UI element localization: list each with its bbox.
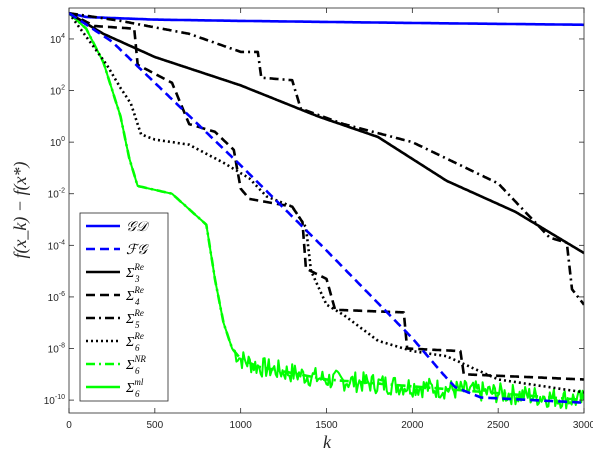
y-tick-exponent: 4 xyxy=(61,33,65,40)
series-line-4 xyxy=(69,11,584,306)
series-line-0 xyxy=(69,11,584,27)
y-tick-base: 10 xyxy=(48,345,60,356)
legend-entry-label: ΣNR 6 xyxy=(125,354,146,376)
legend-entry-symbol: Σ xyxy=(125,289,135,304)
legend-entry-label: ΣRe 3 xyxy=(125,262,144,284)
legend-entry-sub: 4 xyxy=(135,297,140,307)
y-tick-base: 10 xyxy=(48,190,60,201)
y-tick-label: 10-4 xyxy=(48,239,65,252)
legend-entry-symbol: Σ xyxy=(125,335,135,350)
series-line-1 xyxy=(69,12,584,404)
y-tick-exponent: 2 xyxy=(61,85,65,92)
y-axis-label: f(x_k) − f(x*) xyxy=(10,161,31,258)
y-tick-exponent: -2 xyxy=(59,188,65,195)
legend-entry-sup: Re xyxy=(133,285,144,295)
legend-entry-sup: NR xyxy=(133,354,146,364)
y-tick-base: 10 xyxy=(44,396,56,407)
y-tick-exponent: 0 xyxy=(61,136,65,143)
legend-entry-label: 𝒢𝒟 xyxy=(126,220,150,235)
y-tick-label: 10-10 xyxy=(44,394,65,407)
y-tick-label: 10-2 xyxy=(48,188,65,201)
y-tick-exponent: -10 xyxy=(55,394,65,401)
x-tick-label: 2000 xyxy=(401,420,424,431)
y-tick-label: 100 xyxy=(50,136,65,149)
legend-entry-sup: Re xyxy=(133,331,144,341)
legend-entry-label: ΣRe 6 xyxy=(125,331,144,353)
x-tick-label: 2500 xyxy=(487,420,510,431)
legend-entry-sub: 6 xyxy=(135,389,140,399)
y-tick-base: 10 xyxy=(50,87,62,98)
legend-entry-symbol: Σ xyxy=(125,358,135,373)
y-tick-exponent: -6 xyxy=(59,291,65,298)
legend-entry-sup: Re xyxy=(133,262,144,272)
x-tick-label: 1000 xyxy=(230,420,253,431)
x-axis-label: k xyxy=(323,432,332,452)
axis-ticks: 0 500 1000 1500 2000 2500 300010410210010-210-… xyxy=(44,8,593,431)
legend-entry-sub: 3 xyxy=(134,274,140,284)
x-tick-label: 0 xyxy=(66,420,72,431)
y-tick-base: 10 xyxy=(50,35,62,46)
legend-entry-label: ΣRe 5 xyxy=(125,308,144,330)
legend-entry-symbol: ℱ𝒢 xyxy=(126,243,149,258)
legend-entry-sub: 6 xyxy=(135,366,140,376)
legend-entry-sup: ml xyxy=(134,377,143,387)
series-line-7 xyxy=(69,12,584,410)
x-tick-label: 500 xyxy=(146,420,163,431)
y-tick-base: 10 xyxy=(48,241,60,252)
legend-entry-symbol: Σ xyxy=(125,381,135,396)
legend-entry-symbol: Σ xyxy=(125,312,135,327)
series-line-2 xyxy=(69,12,584,255)
y-tick-exponent: -8 xyxy=(59,343,65,350)
y-tick-label: 10-8 xyxy=(48,343,65,356)
y-tick-label: 104 xyxy=(50,33,65,46)
legend-entry-symbol: 𝒢𝒟 xyxy=(126,220,150,235)
legend-entry-sub: 6 xyxy=(135,343,140,353)
legend-entry-sub: 5 xyxy=(135,320,140,330)
x-tick-label: 1500 xyxy=(315,420,338,431)
legend-entry-label: Σml 6 xyxy=(125,377,144,399)
y-tick-exponent: -4 xyxy=(59,239,65,246)
legend-entry-label: ΣRe 4 xyxy=(125,285,144,307)
y-tick-base: 10 xyxy=(48,293,60,304)
series-line-3 xyxy=(69,12,584,381)
y-tick-base: 10 xyxy=(50,138,62,149)
series-line-5 xyxy=(69,12,584,394)
y-tick-label: 102 xyxy=(50,85,65,98)
legend-box xyxy=(79,212,169,402)
x-tick-label: 3000 xyxy=(573,420,593,431)
legend-entry-symbol: Σ xyxy=(125,266,135,281)
legend-entry-label: ℱ𝒢 xyxy=(126,243,149,258)
series-layer xyxy=(69,11,584,410)
y-tick-label: 10-6 xyxy=(48,291,65,304)
legend-entry-sup: Re xyxy=(133,308,144,318)
series-line-6 xyxy=(69,12,584,402)
